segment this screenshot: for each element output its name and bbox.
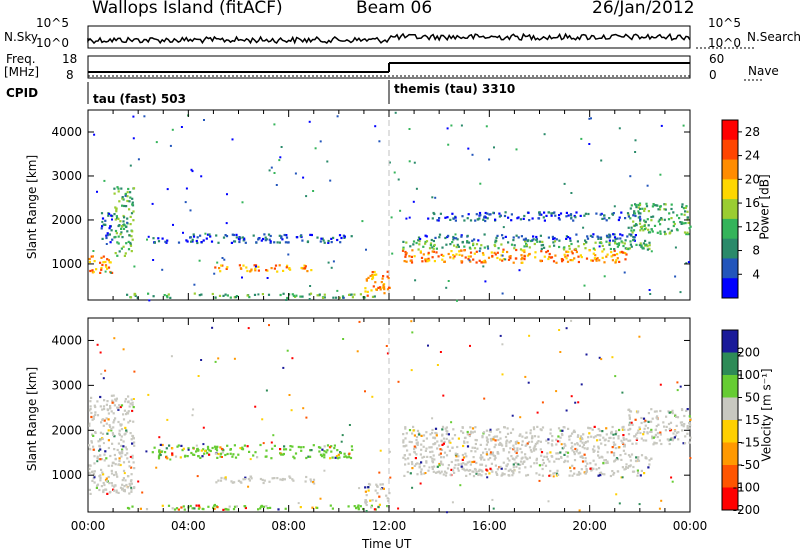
panel-power-band-7 [401,248,628,264]
panel-power-band-9 [417,233,637,242]
colorbar-velocity-tick-label-7: -200 [733,503,760,517]
nave-tick-high: 60 [709,52,725,66]
colorbar-velocity-seg-4 [722,420,738,443]
panel-velocity-ytick-label-2: 3000 [51,378,82,392]
panel-velocity-band-5 [402,453,653,478]
colorbar-velocity-seg-0 [722,330,738,353]
colorbar-power-seg-6 [722,238,738,259]
freq-unit: [MHz] [4,65,40,79]
colorbar-velocity-tick-label-5: -50 [740,458,760,472]
nsearch-tick-low: 10^0 [708,36,741,50]
colorbar-velocity-tick-label-6: -100 [733,481,760,495]
colorbar-power-seg-4 [722,199,738,220]
panel-velocity-band-3 [126,504,377,511]
x-axis-label: Time UT [362,537,412,551]
colorbar-velocity-tick-label-2: 50 [745,391,760,405]
colorbar-power-seg-3 [722,179,738,200]
x-tick-label-6: 00:00 [673,519,708,533]
panel-power-ytick-label-0: 1000 [51,257,82,271]
panel-power-band-6 [364,270,391,297]
panel-power-ytick-label-2: 3000 [51,169,82,183]
panel-velocity-band-6 [402,425,630,455]
colorbar-velocity-seg-6 [722,465,738,488]
colorbar-velocity-tick-label-0: 200 [737,346,760,360]
power-ylabel: Slant Range [km] [25,154,40,260]
colorbar-velocity-seg-1 [722,352,738,376]
nsky-label: N.Sky [4,30,39,44]
colorbar-power-tick-label-5: 24 [745,149,760,163]
nave-tick-low: 0 [709,68,717,82]
panel-power-band-10 [627,202,692,236]
x-tick-label-0: 00:00 [71,519,106,533]
colorbar-velocity-seg-2 [722,375,738,398]
nsky-tick-low: 10^0 [36,36,69,50]
panel-velocity-band-2 [215,475,316,485]
power-colorbar-label: Power [dB] [757,174,772,240]
panel-velocity-band-0 [88,394,136,495]
panel-velocity-ytick-label-1: 2000 [51,423,82,437]
colorbar-power-seg-8 [722,278,738,299]
colorbar-power-seg-5 [722,218,738,240]
x-tick-label-1: 04:00 [171,519,206,533]
panel-power-band-3 [152,233,353,245]
colorbar-power-tick-label-1: 8 [752,244,760,258]
date-title: 26/Jan/2012 [592,0,695,18]
panel-velocity-sparse-points [93,319,692,514]
cpid-label: CPID [6,86,39,100]
panel-velocity-band-1 [151,443,354,460]
freq-frame [87,55,691,79]
x-tick-label-5: 20:00 [572,519,607,533]
cpid-segment-1: tau (fast) 503 [93,92,186,106]
colorbar-power-frame [721,119,739,299]
x-tick-label-3: 12:00 [372,519,407,533]
colorbar-power-tick-label-3: 16 [745,196,760,210]
nsearch-tick-high: 10^5 [708,16,741,30]
colorbar-power-tick-label-4: 20 [745,172,760,186]
cpid-segment-2: themis (tau) 3310 [394,82,516,96]
panel-power-band-2 [100,212,114,244]
panel-velocity-ytick-label-3: 4000 [51,333,82,347]
velocity-ylabel: Slant Range [km] [25,366,40,472]
colorbar-power-tick-label-6: 28 [745,125,760,139]
freq-label: Freq. [6,52,36,66]
panel-power-band-4 [214,264,313,273]
nsearch-label: N.Search [747,30,800,44]
panel-power-sparse-points [92,111,690,302]
panel-velocity-band-7 [627,408,692,446]
panel-velocity-ytick-label-0: 1000 [51,468,82,482]
colorbar-velocity-tick-label-1: 100 [737,368,760,382]
nave-label: Nave [748,64,779,78]
colorbar-power-tick-label-2: 12 [745,220,760,234]
colorbar-velocity-tick-label-4: -15 [740,436,760,450]
nsky-trace [87,32,691,45]
panel-power-band-11 [427,211,642,223]
colorbar-power-seg-7 [722,258,738,279]
x-tick-label-2: 08:00 [271,519,306,533]
panel-power-ytick-label-1: 2000 [51,213,82,227]
beam-title: Beam 06 [356,0,433,18]
colorbar-power-seg-0 [722,120,738,141]
panel-power-band-1 [113,186,136,257]
station-title: Wallops Island (fitACF) [92,0,283,18]
colorbar-velocity-seg-7 [722,487,738,511]
colorbar-velocity-tick-label-3: 15 [745,413,760,427]
colorbar-velocity-seg-3 [722,397,738,421]
colorbar-velocity-seg-5 [722,442,738,466]
panel-power-band-0 [88,255,114,274]
freq-tick-high: 18 [62,52,78,66]
velocity-colorbar-label: Velocity [m s⁻¹] [759,368,774,462]
freq-tick-low: 8 [66,68,74,82]
colorbar-power-seg-2 [722,159,738,180]
nsky-tick-high: 10^5 [36,16,69,30]
panel-power-ytick-label-3: 4000 [51,125,82,139]
nsky-frame [87,25,691,49]
x-tick-label-4: 16:00 [472,519,507,533]
colorbar-power-seg-1 [722,139,738,161]
colorbar-power-tick-label-0: 4 [752,267,760,281]
